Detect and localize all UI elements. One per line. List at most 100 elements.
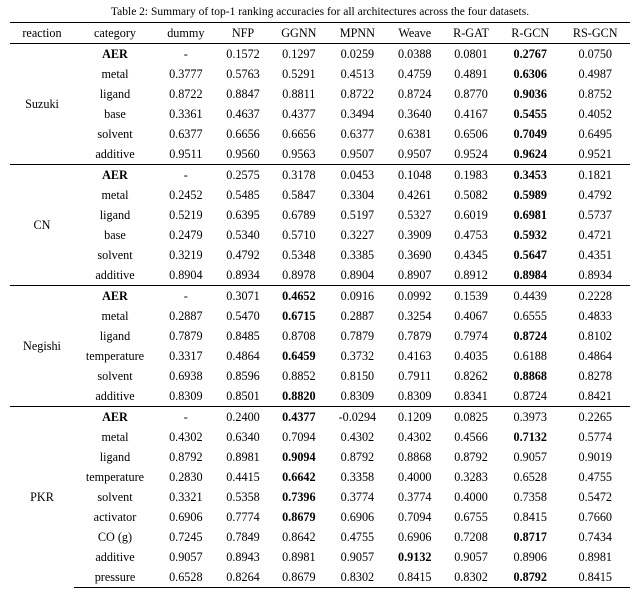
value-cell: 0.7208: [442, 527, 500, 547]
value-cell: 0.6555: [500, 306, 561, 326]
table-row: additive0.95110.95600.95630.95070.95070.…: [10, 144, 630, 165]
value-cell: 0.3071: [216, 286, 271, 307]
value-cell: 0.6395: [216, 205, 271, 225]
value-cell: 0.6377: [327, 124, 387, 144]
value-cell: 0.7974: [442, 326, 500, 346]
value-cell: 0.4566: [442, 427, 500, 447]
value-cell: 0.5470: [216, 306, 271, 326]
value-cell: 0.9521: [561, 144, 631, 165]
value-cell: 0.8309: [327, 386, 387, 407]
value-cell: 0.7774: [216, 507, 271, 527]
value-cell: 0.4035: [442, 346, 500, 366]
value-cell: 0.3219: [156, 245, 216, 265]
value-cell: 0.7132: [500, 427, 561, 447]
value-cell: -0.0294: [327, 407, 387, 428]
value-cell: 0.3385: [327, 245, 387, 265]
table-row: solvent0.69380.85960.88520.81500.79110.8…: [10, 366, 630, 386]
category-cell: additive: [74, 265, 156, 286]
value-cell: 0.4513: [327, 64, 387, 84]
value-cell: 0.8302: [327, 567, 387, 588]
value-cell: 0.1821: [561, 165, 631, 186]
category-cell: solvent: [74, 245, 156, 265]
table-row: metal0.28870.54700.67150.28870.32540.406…: [10, 306, 630, 326]
value-cell: 0.1209: [387, 407, 442, 428]
reaction-cell: Suzuki: [10, 44, 74, 165]
value-cell: 0.7434: [561, 527, 631, 547]
value-cell: 0.8934: [216, 265, 271, 286]
table-row: ligand0.87920.89810.90940.87920.88680.87…: [10, 447, 630, 467]
value-cell: 0.0916: [327, 286, 387, 307]
value-cell: 0.6755: [442, 507, 500, 527]
category-cell: metal: [74, 185, 156, 205]
value-cell: 0.8981: [216, 447, 271, 467]
category-cell: base: [74, 104, 156, 124]
value-cell: 0.9507: [387, 144, 442, 165]
value-cell: 0.3283: [442, 467, 500, 487]
value-cell: 0.8708: [270, 326, 327, 346]
value-cell: 0.4261: [387, 185, 442, 205]
category-cell: metal: [74, 64, 156, 84]
value-cell: 0.6506: [442, 124, 500, 144]
value-cell: 0.7911: [387, 366, 442, 386]
value-cell: 0.8278: [561, 366, 631, 386]
value-cell: 0.1297: [270, 44, 327, 65]
value-cell: 0.6340: [216, 427, 271, 447]
value-cell: 0.8981: [270, 547, 327, 567]
value-cell: 0.4721: [561, 225, 631, 245]
value-cell: 0.8770: [442, 84, 500, 104]
value-cell: 0.5710: [270, 225, 327, 245]
value-cell: 0.8596: [216, 366, 271, 386]
value-cell: 0.5737: [561, 205, 631, 225]
value-cell: 0.8679: [270, 507, 327, 527]
value-cell: 0.3640: [387, 104, 442, 124]
value-cell: 0.7049: [500, 124, 561, 144]
value-cell: 0.2887: [327, 306, 387, 326]
value-cell: 0.5647: [500, 245, 561, 265]
category-cell: pressure: [74, 567, 156, 588]
value-cell: 0.3732: [327, 346, 387, 366]
value-cell: 0.4637: [216, 104, 271, 124]
value-cell: 0.3774: [387, 487, 442, 507]
value-cell: 0.8792: [500, 567, 561, 588]
col-header: MPNN: [327, 23, 387, 44]
value-cell: 0.8722: [156, 84, 216, 104]
table-row: base0.33610.46370.43770.34940.36400.4167…: [10, 104, 630, 124]
value-cell: 0.9563: [270, 144, 327, 165]
category-cell: activator: [74, 507, 156, 527]
value-cell: 0.4753: [442, 225, 500, 245]
value-cell: 0.5348: [270, 245, 327, 265]
value-cell: 0.5082: [442, 185, 500, 205]
value-cell: 0.8868: [387, 447, 442, 467]
table-row: NegishiAER-0.30710.46520.09160.09920.153…: [10, 286, 630, 307]
value-cell: 0.8792: [156, 447, 216, 467]
value-cell: 0.8722: [327, 84, 387, 104]
value-cell: 0.5472: [561, 487, 631, 507]
value-cell: 0.8642: [270, 527, 327, 547]
value-cell: 0.0453: [327, 165, 387, 186]
value-cell: 0.4987: [561, 64, 631, 84]
value-cell: 0.9624: [500, 144, 561, 165]
value-cell: 0.8415: [500, 507, 561, 527]
value-cell: 0.3254: [387, 306, 442, 326]
value-cell: 0.9524: [442, 144, 500, 165]
col-header: GGNN: [270, 23, 327, 44]
value-cell: 0.8309: [156, 386, 216, 407]
value-cell: 0.1048: [387, 165, 442, 186]
value-cell: 0.4792: [561, 185, 631, 205]
value-cell: -: [156, 44, 216, 65]
value-cell: 0.2767: [500, 44, 561, 65]
col-header: R-GAT: [442, 23, 500, 44]
value-cell: 0.4345: [442, 245, 500, 265]
value-cell: 0.4000: [442, 487, 500, 507]
table-row: temperature0.33170.48640.64590.37320.416…: [10, 346, 630, 366]
value-cell: 0.8904: [327, 265, 387, 286]
value-cell: 0.8912: [442, 265, 500, 286]
value-cell: 0.6656: [216, 124, 271, 144]
table-row: ligand0.87220.88470.88110.87220.87240.87…: [10, 84, 630, 104]
value-cell: 0.8904: [156, 265, 216, 286]
table-row: CNAER-0.25750.31780.04530.10480.19830.34…: [10, 165, 630, 186]
table-row: ligand0.52190.63950.67890.51970.53270.60…: [10, 205, 630, 225]
category-cell: ligand: [74, 84, 156, 104]
value-cell: 0.8485: [216, 326, 271, 346]
value-cell: 0.9511: [156, 144, 216, 165]
